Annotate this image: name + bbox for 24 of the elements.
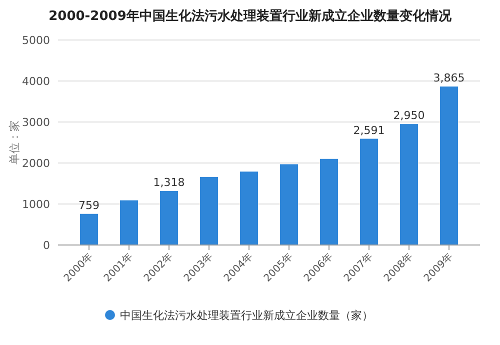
- y-tick-label: 5000: [22, 34, 50, 47]
- bar: [440, 86, 458, 245]
- y-tick-label: 1000: [22, 198, 50, 211]
- data-label: 2,591: [353, 124, 385, 137]
- bar: [400, 124, 418, 245]
- bar: [240, 172, 258, 245]
- y-axis-title: 单位：家: [8, 120, 21, 164]
- legend-label: 中国生化法污水处理装置行业新成立企业数量（家）: [120, 308, 373, 322]
- bar: [200, 176, 218, 245]
- y-tick-label: 3000: [22, 116, 50, 129]
- data-label: 2,950: [393, 109, 425, 122]
- bar: [80, 214, 98, 245]
- chart-title: 2000-2009年中国生化法污水处理装置行业新成立企业数量变化情况: [48, 8, 452, 24]
- bar: [280, 164, 298, 245]
- y-tick-label: 2000: [22, 156, 50, 170]
- bar: [320, 158, 338, 245]
- bar: [120, 200, 138, 245]
- bar: [360, 138, 378, 245]
- data-label: 759: [78, 198, 100, 212]
- bar: [160, 190, 178, 245]
- data-label: 3,865: [433, 72, 465, 85]
- y-tick-label: 0: [43, 238, 50, 252]
- y-tick-label: 4000: [22, 74, 50, 88]
- data-label: 1,318: [153, 176, 185, 189]
